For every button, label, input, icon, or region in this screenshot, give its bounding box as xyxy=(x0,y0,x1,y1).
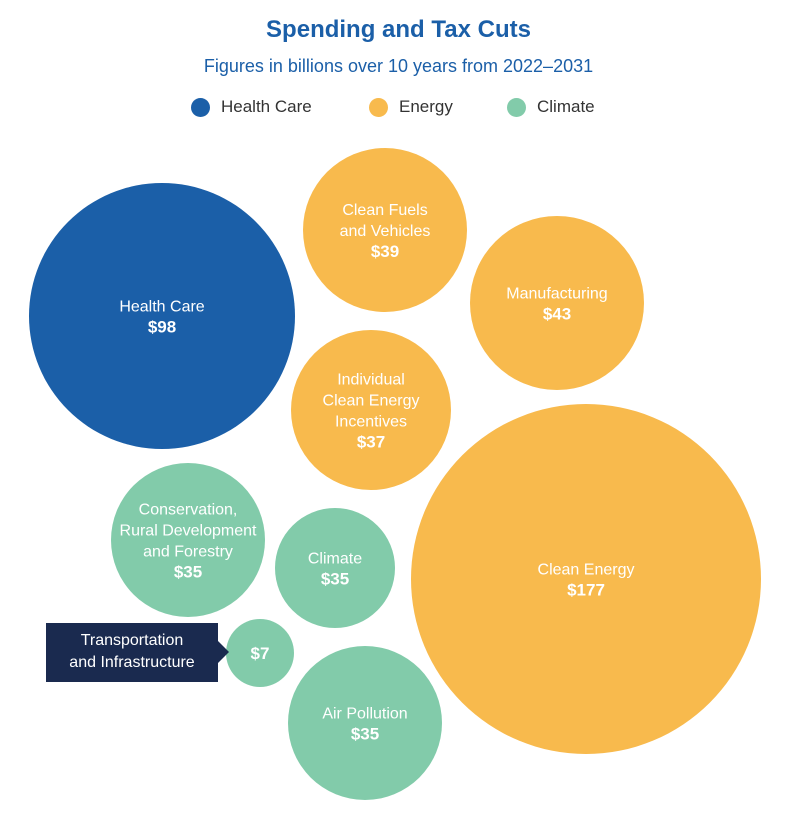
bubble-label: Individual xyxy=(337,372,405,389)
bubble-8: $7 xyxy=(226,619,294,687)
legend-item-health-care: Health Care xyxy=(191,97,312,117)
callout-line-2: and Infrastructure xyxy=(69,654,195,671)
bubble-label: Clean Energy xyxy=(323,393,420,410)
bubble-value-label: $35 xyxy=(174,563,202,582)
legend-label-climate: Climate xyxy=(537,97,595,116)
bubble-label: Clean Fuels xyxy=(342,202,427,219)
legend-label-health-care: Health Care xyxy=(221,97,312,116)
legend: Health Care Energy Climate xyxy=(0,97,797,121)
bubble-label: Climate xyxy=(308,551,362,568)
chart-title: Spending and Tax Cuts xyxy=(266,16,531,43)
bubble-9: Air Pollution $35 xyxy=(288,646,442,800)
bubble-value-label: $35 xyxy=(321,570,349,589)
bubble-circle xyxy=(470,216,644,390)
bubble-label: and Vehicles xyxy=(340,223,431,240)
bubble-value-label: $35 xyxy=(351,725,379,744)
bubble-5: Clean Energy $177 xyxy=(411,404,761,754)
bubble-label: and Forestry xyxy=(143,544,233,561)
legend-swatch-climate xyxy=(507,97,526,117)
legend-swatch-health-care xyxy=(191,97,210,117)
bubble-value-label: $7 xyxy=(251,644,270,663)
bubble-6: Conservation, Rural Development and Forest… xyxy=(111,463,265,617)
bubble-circle xyxy=(275,508,395,628)
bubble-circle xyxy=(303,148,467,312)
bubble-value-label: $39 xyxy=(371,242,399,261)
bubble-circle xyxy=(411,404,761,754)
legend-item-energy: Energy xyxy=(369,97,453,117)
bubble-2: Clean Fuels and Vehicles $39 xyxy=(303,148,467,312)
callout-box: Transportation and Infrastructure xyxy=(46,623,218,682)
bubble-value-label: $43 xyxy=(543,305,571,324)
bubble-circle xyxy=(29,183,295,449)
legend-swatch-energy xyxy=(369,97,388,117)
callout-line-1: Transportation xyxy=(80,632,184,649)
bubble-label: Manufacturing xyxy=(506,286,607,303)
bubble-1: Health Care $98 xyxy=(29,183,295,449)
bubble-circle xyxy=(288,646,442,800)
bubble-label: Incentives xyxy=(335,414,407,431)
bubble-value-label: $177 xyxy=(567,581,605,600)
bubble-4: Individual Clean Energy Incentives $37 xyxy=(291,330,451,490)
bubble-value-label: $37 xyxy=(357,433,385,452)
bubble-label: Health Care xyxy=(119,299,204,316)
bubble-value-label: $98 xyxy=(148,318,176,337)
legend-label-energy: Energy xyxy=(399,97,453,116)
bubble-label: Conservation, xyxy=(139,502,238,519)
bubble-label: Rural Development xyxy=(120,523,258,540)
legend-item-climate: Climate xyxy=(507,97,595,117)
bubble-3: Manufacturing $43 xyxy=(470,216,644,390)
bubble-circle xyxy=(111,463,265,617)
bubble-circle xyxy=(291,330,451,490)
callout-pointer xyxy=(218,641,229,663)
bubble-label: Air Pollution xyxy=(322,706,407,723)
bubble-label: Clean Energy xyxy=(538,562,635,579)
bubble-circle xyxy=(226,619,294,687)
chart-subtitle: Figures in billions over 10 years from 2… xyxy=(203,56,594,76)
bubble-7: Climate $35 xyxy=(275,508,395,628)
